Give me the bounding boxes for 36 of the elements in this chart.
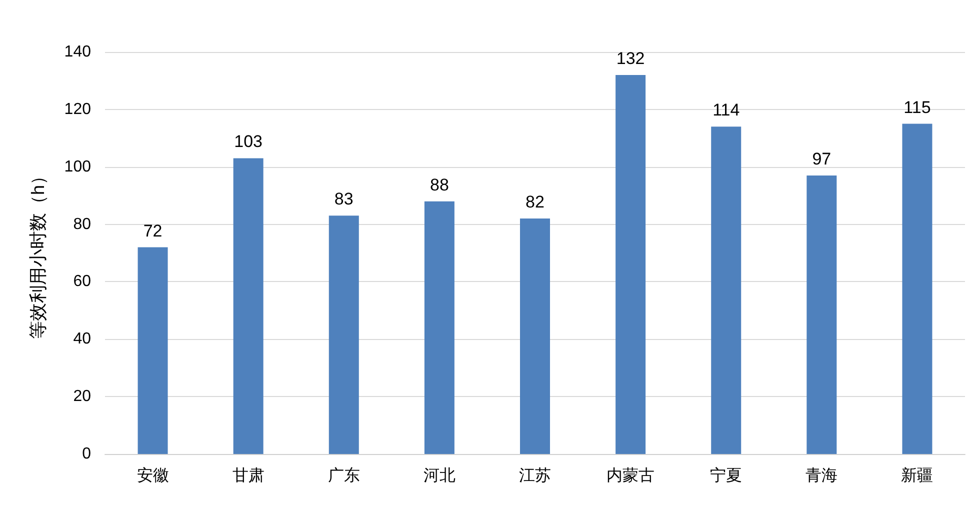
y-axis-title: 等效利用小时数（h） (28, 166, 48, 340)
data-label: 83 (334, 190, 354, 209)
bar (902, 124, 932, 454)
y-tick-label: 100 (64, 158, 92, 176)
data-label: 72 (143, 221, 162, 240)
data-label: 88 (430, 175, 449, 194)
x-tick-label: 青海 (806, 466, 838, 484)
data-label: 97 (812, 149, 832, 168)
bar (233, 158, 264, 454)
bar (806, 175, 837, 454)
data-label: 82 (526, 192, 544, 212)
y-tick-label: 40 (73, 330, 92, 348)
y-tick-label: 80 (73, 216, 92, 233)
bar (138, 247, 168, 454)
bar (616, 74, 646, 454)
data-label: 114 (712, 100, 740, 120)
x-tick-label: 甘肃 (232, 466, 264, 484)
bar (424, 201, 454, 454)
y-tick-label: 60 (73, 273, 92, 290)
data-label: 132 (616, 48, 645, 68)
bar (711, 126, 742, 454)
y-tick-label: 120 (64, 100, 92, 118)
bar (328, 216, 359, 454)
x-tick-label: 内蒙古 (606, 466, 655, 484)
x-tick-label: 安徽 (136, 466, 169, 484)
x-tick-label: 广东 (328, 466, 360, 484)
x-tick-label: 江苏 (519, 466, 551, 484)
y-tick-label: 0 (82, 446, 92, 462)
data-label: 103 (234, 132, 263, 152)
data-label: 115 (904, 98, 931, 117)
x-tick-label: 河北 (423, 466, 456, 484)
y-tick-label: 140 (64, 44, 92, 60)
bar (520, 218, 550, 454)
y-tick-label: 20 (73, 388, 92, 406)
x-tick-label: 宁夏 (710, 466, 742, 484)
x-tick-label: 新疆 (901, 466, 934, 484)
